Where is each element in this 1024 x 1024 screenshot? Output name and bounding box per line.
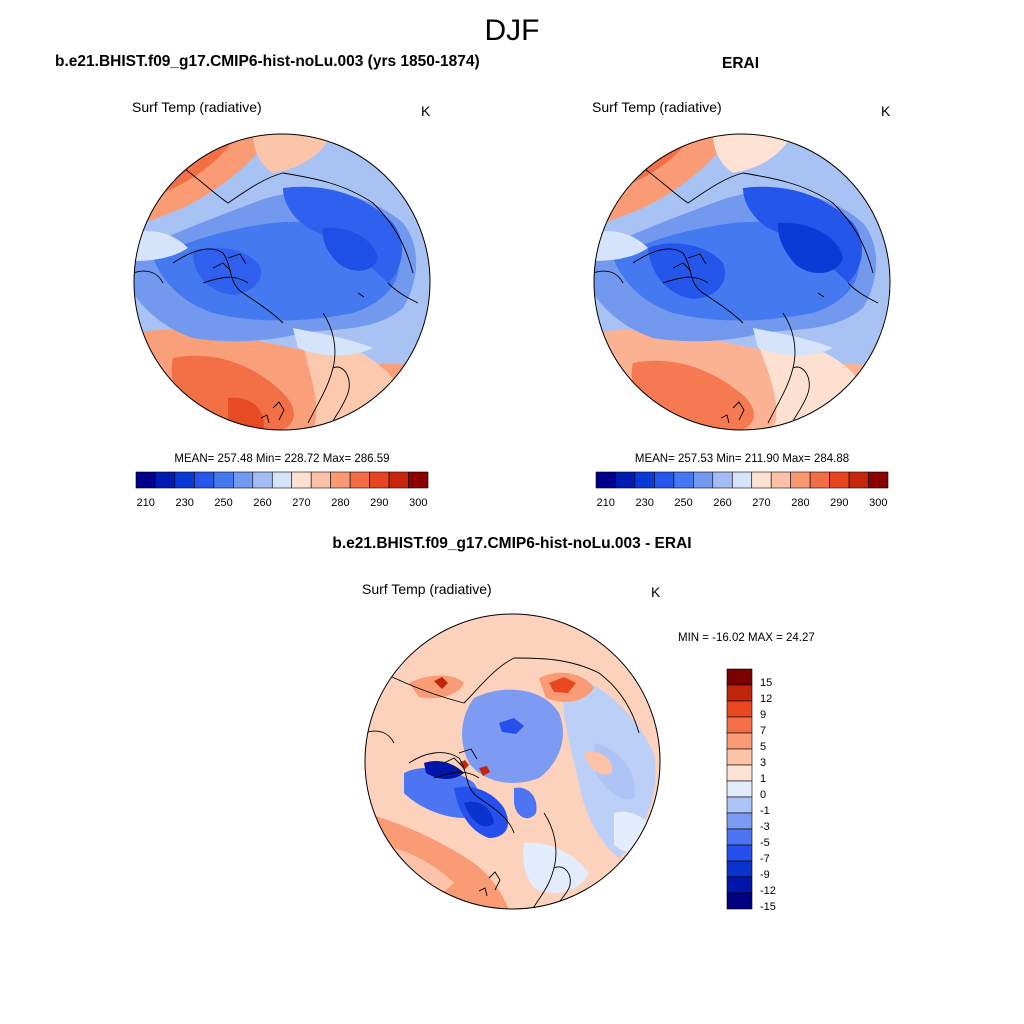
right-variable-label: Surf Temp (radiative) [592,99,722,115]
colorbar-swatch [673,471,694,489]
colorbar-swatch [726,812,753,830]
colorbar-swatch [388,471,409,489]
colorbar-tick-label: -15 [760,901,776,912]
colorbar-swatch [751,471,772,489]
colorbar-tick-label: 250 [674,497,692,509]
colorbar-tick-label: 270 [752,497,770,509]
left-units-label: K [421,103,431,119]
colorbar-swatch [770,471,791,489]
colorbar-swatch [252,471,273,489]
colorbar-swatch [848,471,869,489]
colorbar-swatch [726,780,753,798]
colorbar-swatch [369,471,390,489]
colorbar-swatch [693,471,714,489]
colorbar-swatch [654,471,675,489]
colorbar-tick-label: -9 [760,869,770,881]
colorbar-tick-label: 1 [760,773,766,785]
colorbar-tick-label: -7 [760,853,770,865]
colorbar-tick-label: 300 [869,497,887,509]
colorbar-tick-label: 260 [713,497,731,509]
left-variable-label: Surf Temp (radiative) [132,99,262,115]
colorbar-tick-label: 0 [760,789,766,801]
left-panel-title: b.e21.BHIST.f09_g17.CMIP6-hist-noLu.003 … [55,53,480,70]
colorbar-tick-label: 300 [409,497,427,509]
colorbar-swatch [790,471,811,489]
colorbar-tick-label: -5 [760,837,770,849]
colorbar-tick-label: 290 [370,497,388,509]
diff-polar-map [364,613,661,910]
colorbar-swatch [595,471,616,489]
colorbar-swatch [349,471,370,489]
colorbar-swatch [155,471,176,489]
colorbar-tick-label: -1 [760,805,770,817]
colorbar-swatch [731,471,753,489]
colorbar-swatch [726,844,753,862]
right-panel-title: ERAI [722,55,760,72]
colorbar-swatch [271,471,293,489]
colorbar-swatch [213,471,234,489]
diff-panel-title: b.e21.BHIST.f09_g17.CMIP6-hist-noLu.003 … [332,535,692,552]
colorbar-swatch [634,471,655,489]
colorbar-swatch [829,471,850,489]
colorbar-swatch [809,471,830,489]
right-stats: MEAN= 257.53 Min= 211.90 Max= 284.88 [634,453,850,465]
colorbar-swatch [291,471,312,489]
colorbar-swatch [726,860,753,878]
colorbar-tick-label: 230 [635,497,653,509]
colorbar-swatch [726,732,753,750]
colorbar-swatch [726,828,753,846]
colorbar-swatch [615,471,636,489]
colorbar-swatch [726,684,753,702]
left-colorbar: 210 230 250 260 270 280 290 300 [135,471,429,509]
colorbar-tick-label: 9 [760,709,766,721]
colorbar-tick-label: 270 [292,497,310,509]
right-units-label: K [881,103,891,119]
colorbar-tick-label: 5 [760,741,766,753]
colorbar-tick-label: 280 [791,497,809,509]
colorbar-tick-label: 290 [830,497,848,509]
colorbar-tick-label: -3 [760,821,770,833]
colorbar-tick-label: 250 [214,497,232,509]
season-title: DJF [484,14,540,47]
colorbar-swatch [726,764,753,782]
colorbar-swatch [726,716,753,734]
colorbar-swatch [330,471,351,489]
colorbar-tick-label: 210 [137,497,155,509]
left-polar-map [133,133,431,431]
diff-units-label: K [651,584,661,600]
colorbar-tick-label: 15 [760,677,772,689]
colorbar-swatch [712,471,733,489]
colorbar-swatch [726,892,753,910]
colorbar-tick-label: 280 [331,497,349,509]
colorbar-swatch [408,471,429,489]
colorbar-swatch [194,471,215,489]
diff-colorbar: 15 12 9 7 5 3 1 0 -1 -3 -5 -7 -9 -12 -15 [726,668,776,912]
colorbar-tick-label: 3 [760,757,766,769]
colorbar-swatch [868,471,889,489]
colorbar-swatch [726,796,753,814]
right-colorbar: 210 230 250 260 270 280 290 300 [595,471,889,509]
colorbar-swatch [726,700,753,718]
colorbar-swatch [310,471,331,489]
right-polar-map [593,133,891,431]
colorbar-swatch [233,471,254,489]
colorbar-swatch [135,471,156,489]
diff-stats: MIN = -16.02 MAX = 24.27 [678,632,815,644]
colorbar-tick-label: 12 [760,693,772,705]
colorbar-tick-label: 260 [253,497,271,509]
diff-variable-label: Surf Temp (radiative) [362,581,492,597]
colorbar-swatch [726,748,753,766]
colorbar-swatch [726,668,753,686]
left-stats: MEAN= 257.48 Min= 228.72 Max= 286.59 [174,453,390,465]
colorbar-tick-label: -12 [760,885,776,897]
colorbar-swatch [726,876,753,894]
colorbar-tick-label: 210 [597,497,615,509]
colorbar-tick-label: 7 [760,725,766,737]
colorbar-swatch [174,471,195,489]
colorbar-tick-label: 230 [175,497,193,509]
